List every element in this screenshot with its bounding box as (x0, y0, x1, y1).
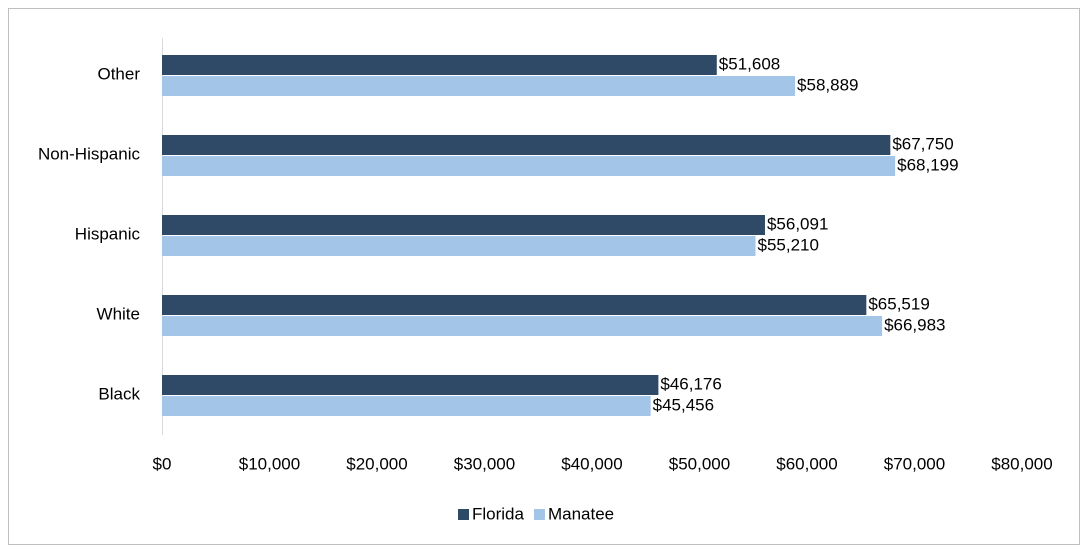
y-tick-label: White (97, 304, 140, 323)
bar (162, 76, 796, 96)
x-tick-label: $60,000 (776, 454, 837, 473)
y-tick-label: Black (98, 384, 140, 403)
value-label: $58,889 (797, 75, 858, 94)
value-label: $46,176 (660, 374, 721, 393)
x-tick-label: $80,000 (991, 454, 1052, 473)
value-label: $55,210 (758, 235, 819, 254)
bar (162, 236, 756, 256)
value-label: $45,456 (653, 395, 714, 414)
x-tick-label: $30,000 (454, 454, 515, 473)
legend-label: Manatee (548, 504, 614, 523)
y-tick-label: Hispanic (75, 224, 141, 243)
y-tick-label: Other (97, 64, 140, 83)
x-tick-label: $10,000 (239, 454, 300, 473)
x-tick-label: $20,000 (346, 454, 407, 473)
x-tick-label: $70,000 (884, 454, 945, 473)
legend-swatch (533, 509, 545, 520)
legend-label: Florida (472, 504, 525, 523)
bar (162, 396, 651, 416)
legend-swatch (458, 509, 469, 520)
value-label: $56,091 (767, 214, 828, 233)
bar (162, 295, 867, 315)
bar (162, 55, 717, 75)
bar (162, 375, 659, 395)
bar (162, 316, 883, 336)
value-label: $66,983 (884, 315, 945, 334)
chart-frame (8, 8, 1080, 545)
x-tick-label: $0 (153, 454, 172, 473)
value-label: $51,608 (719, 54, 780, 73)
value-label: $68,199 (897, 155, 958, 174)
bar (162, 135, 891, 155)
bar (162, 156, 896, 176)
y-tick-label: Non-Hispanic (38, 144, 141, 163)
bar (162, 215, 765, 235)
x-tick-label: $50,000 (669, 454, 730, 473)
x-tick-label: $40,000 (561, 454, 622, 473)
value-label: $65,519 (868, 294, 929, 313)
value-label: $67,750 (892, 134, 953, 153)
